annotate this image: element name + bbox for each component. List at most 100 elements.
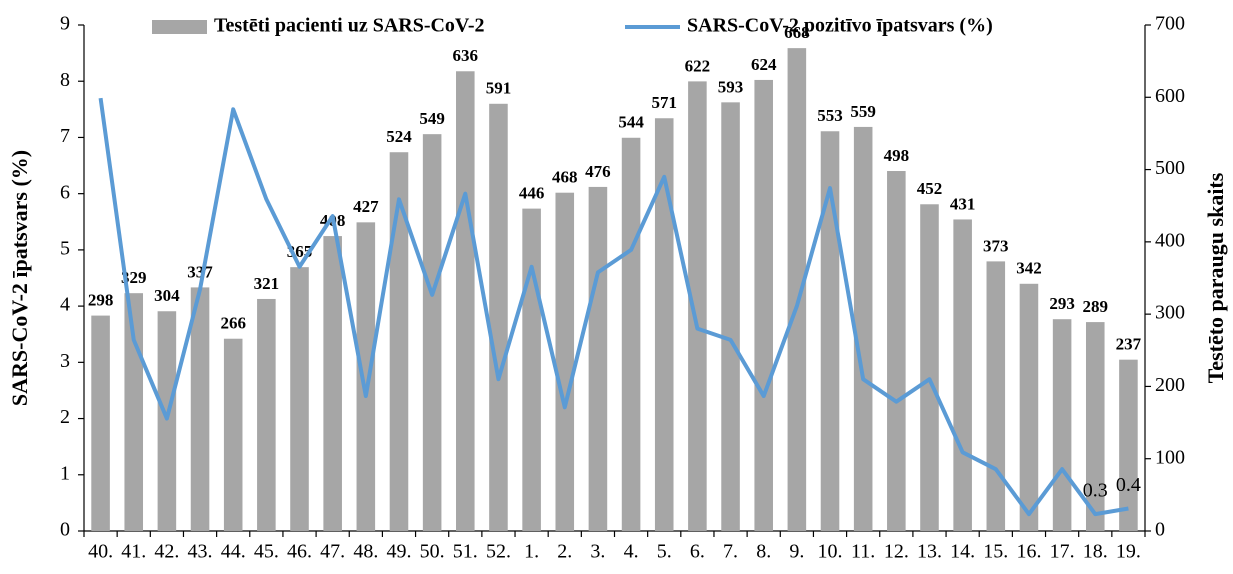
- x-tick-label: 43.: [188, 541, 213, 563]
- x-tick-label: 17.: [1050, 541, 1075, 563]
- bar: [920, 204, 939, 532]
- x-tick-label: 7.: [723, 541, 738, 563]
- y-tick-label: 9: [60, 13, 70, 35]
- x-tick-label: 45.: [254, 541, 279, 563]
- bar: [721, 102, 740, 532]
- bar-value-label: 321: [254, 274, 280, 293]
- bar-value-label: 342: [1016, 259, 1042, 278]
- y-tick-label: 5: [60, 237, 70, 259]
- bar: [1019, 283, 1039, 531]
- bar-value-label: 298: [88, 290, 114, 309]
- bar-value-label: 427: [353, 197, 379, 216]
- line-value-label: 0.3: [1083, 480, 1108, 502]
- bar-value-label: 524: [386, 127, 412, 146]
- legend-label: SARS-CoV-2 pozitīvo īpatsvars (%): [687, 15, 993, 37]
- x-tick-label: 19.: [1116, 541, 1141, 563]
- bar-value-label: 668: [784, 23, 810, 42]
- line-value-label: 0.4: [1116, 474, 1141, 496]
- x-tick-label: 3.: [590, 541, 605, 563]
- x-tick-label: 1.: [524, 541, 539, 563]
- bar: [654, 118, 674, 532]
- bar: [356, 222, 376, 531]
- bar-value-label: 431: [950, 194, 976, 213]
- x-tick-label: 41.: [121, 541, 146, 563]
- bar-value-label: 304: [154, 286, 180, 305]
- bar: [1052, 319, 1072, 531]
- y2-tick-label: 100: [1155, 446, 1185, 468]
- x-tick-label: 9.: [789, 541, 804, 563]
- bar-value-label: 476: [585, 162, 611, 181]
- bar-value-label: 624: [751, 55, 777, 74]
- bar: [257, 298, 276, 531]
- bar: [953, 219, 972, 531]
- bar-value-label: 293: [1049, 294, 1075, 313]
- y-tick-label: 6: [60, 181, 70, 203]
- bar: [787, 48, 807, 531]
- y-tick-label: 3: [60, 350, 70, 372]
- bar: [389, 152, 409, 532]
- bar: [621, 137, 641, 531]
- y2-tick-label: 400: [1155, 229, 1185, 251]
- bar: [323, 236, 342, 531]
- x-tick-label: 5.: [657, 541, 672, 563]
- x-tick-label: 2.: [557, 541, 572, 563]
- legend-label: Testēti pacienti uz SARS-CoV-2: [214, 15, 485, 37]
- y2-axis-label: Testēto paraugu skaits: [1203, 172, 1228, 383]
- bar: [91, 315, 110, 531]
- bar: [190, 287, 210, 531]
- y2-tick-label: 500: [1155, 157, 1185, 179]
- x-tick-label: 44.: [221, 541, 246, 563]
- x-tick-label: 50.: [420, 541, 445, 563]
- bar-value-label: 498: [884, 146, 910, 165]
- x-tick-label: 52.: [486, 541, 511, 563]
- x-tick-label: 13.: [917, 541, 942, 563]
- bar: [555, 192, 575, 531]
- y-tick-label: 4: [60, 294, 70, 316]
- bar-value-label: 373: [983, 236, 1009, 255]
- legend-swatch: [152, 20, 207, 34]
- bar-value-label: 622: [685, 56, 711, 75]
- bar: [820, 131, 840, 531]
- y2-tick-label: 300: [1155, 302, 1185, 324]
- bar: [754, 79, 773, 532]
- x-tick-label: 11.: [851, 541, 875, 563]
- x-tick-label: 49.: [386, 541, 411, 563]
- bar-value-label: 452: [917, 179, 943, 198]
- bar: [157, 311, 177, 531]
- x-tick-label: 48.: [353, 541, 378, 563]
- bar-value-label: 237: [1116, 335, 1142, 354]
- x-tick-label: 12.: [884, 541, 909, 563]
- bar-value-label: 553: [817, 106, 843, 125]
- x-tick-label: 46.: [287, 541, 312, 563]
- x-tick-label: 10.: [818, 541, 843, 563]
- bar: [887, 171, 906, 531]
- bar-value-label: 289: [1083, 297, 1109, 316]
- y2-tick-label: 600: [1155, 85, 1185, 107]
- x-tick-label: 6.: [690, 541, 705, 563]
- bar-value-label: 593: [718, 77, 744, 96]
- bar: [422, 134, 442, 531]
- x-tick-label: 8.: [756, 541, 771, 563]
- bar: [290, 267, 309, 531]
- bar: [986, 261, 1006, 531]
- bar: [588, 186, 608, 532]
- y-tick-label: 0: [60, 519, 70, 541]
- x-tick-label: 4.: [624, 541, 639, 563]
- y2-tick-label: 0: [1155, 519, 1165, 541]
- bar: [522, 208, 541, 531]
- bar: [456, 71, 475, 532]
- bar-value-label: 468: [552, 168, 578, 187]
- y-tick-label: 2: [60, 406, 70, 428]
- y-tick-label: 7: [60, 125, 70, 147]
- x-tick-label: 47.: [320, 541, 345, 563]
- bar-value-label: 571: [651, 93, 677, 112]
- y2-tick-label: 200: [1155, 374, 1185, 396]
- bar-value-label: 337: [187, 262, 213, 281]
- bar: [1119, 359, 1138, 531]
- y-tick-label: 1: [60, 462, 70, 484]
- x-tick-label: 18.: [1083, 541, 1108, 563]
- bar-value-label: 636: [453, 46, 479, 65]
- bar: [853, 126, 873, 532]
- x-tick-label: 42.: [154, 541, 179, 563]
